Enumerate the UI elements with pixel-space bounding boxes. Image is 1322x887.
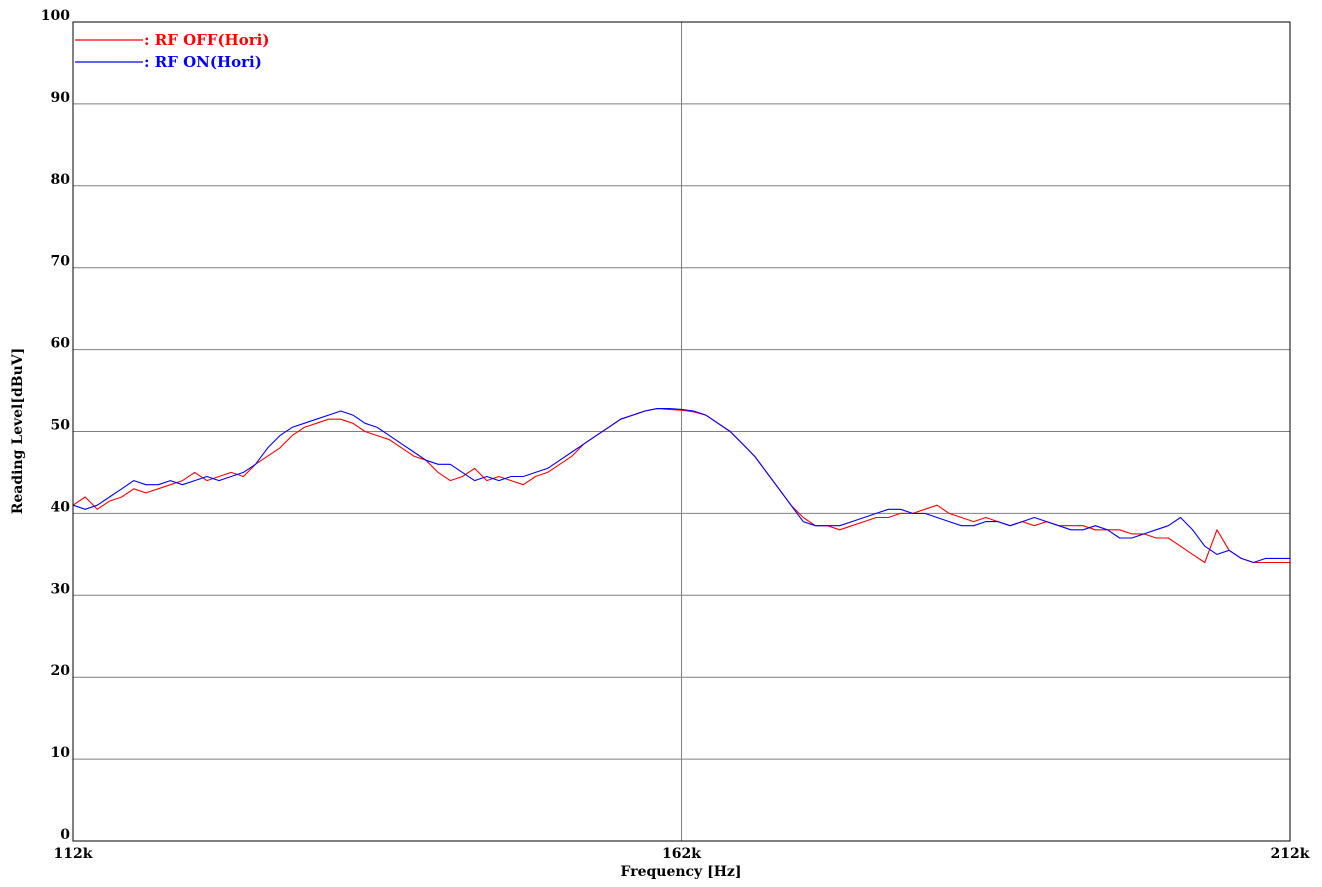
series-line-rf-on [72, 408, 1290, 564]
x-tick-label: 212k [1271, 846, 1310, 862]
y-tick-label: 20 [51, 663, 71, 679]
series-lines [72, 408, 1290, 564]
y-axis-tick-labels: 0 10 20 30 40 50 60 70 80 90 100 [41, 8, 70, 843]
y-tick-label: 60 [51, 336, 71, 352]
y-tick-label: 40 [51, 499, 71, 515]
legend-label: : RF ON(Hori) [144, 53, 262, 71]
y-tick-label: 10 [51, 745, 71, 761]
x-tick-label: 112k [54, 846, 93, 862]
y-axis-label: Reading Level[dBuV] [10, 348, 26, 515]
legend-label: : RF OFF(Hori) [144, 31, 269, 49]
plot-area-border [72, 21, 1291, 842]
x-axis-label: Frequency [Hz] [621, 864, 742, 880]
grid-lines [73, 22, 1290, 841]
y-tick-label: 30 [51, 581, 71, 597]
y-tick-label: 70 [51, 254, 71, 270]
series-line-rf-off [72, 408, 1290, 564]
y-tick-label: 0 [60, 827, 70, 843]
y-tick-label: 50 [51, 418, 71, 434]
y-tick-label: 80 [51, 172, 71, 188]
legend: : RF OFF(Hori) : RF ON(Hori) [75, 31, 269, 71]
y-tick-label: 100 [41, 8, 70, 24]
x-tick-label: 162k [662, 846, 701, 862]
x-axis-tick-labels: 112k 162k 212k [54, 846, 1310, 862]
y-tick-label: 90 [51, 90, 71, 106]
